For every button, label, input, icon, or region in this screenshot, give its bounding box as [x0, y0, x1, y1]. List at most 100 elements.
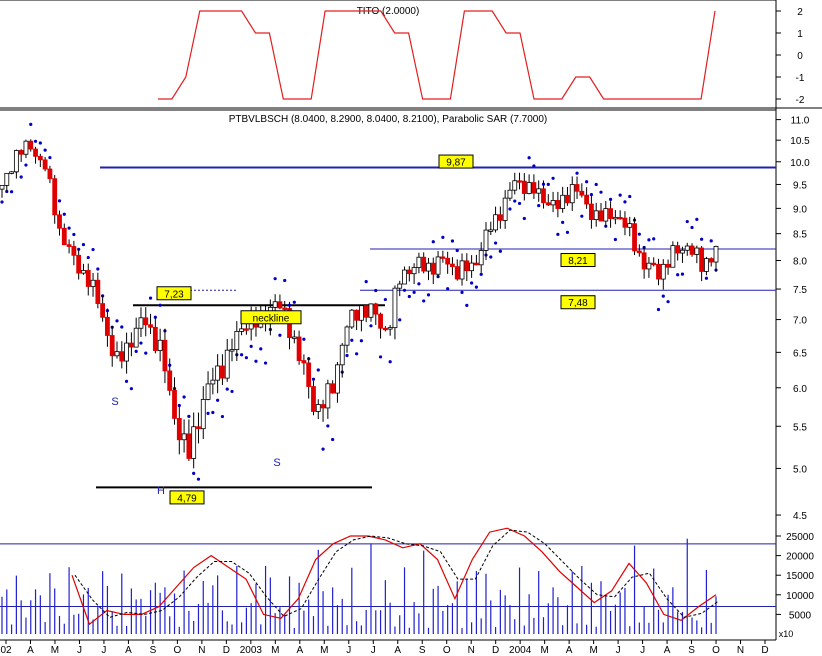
candle-body [28, 140, 34, 150]
sar-dot [608, 197, 613, 201]
sar-dot [129, 387, 133, 391]
candle-body [200, 399, 206, 430]
candle-body [579, 190, 585, 196]
candle-body [124, 342, 129, 362]
candle-body [426, 262, 431, 272]
candle-body [421, 256, 427, 272]
sar-dot [29, 122, 33, 126]
sar-dot [498, 249, 502, 253]
sar-dot [81, 243, 86, 247]
sar-dot [479, 272, 483, 276]
x-tick-label: O [712, 645, 720, 656]
candle-body [670, 245, 676, 268]
sar-dot [565, 230, 570, 235]
candle-body [152, 326, 158, 351]
x-tick-label: A [566, 645, 573, 656]
sar-dot [680, 272, 685, 276]
price-tick-label: 6.0 [793, 384, 807, 395]
candle-body [119, 351, 125, 362]
price-tick-label: 9.5 [793, 180, 807, 191]
sar-dot [599, 190, 603, 194]
candle-body [57, 214, 62, 229]
candle-body [296, 336, 302, 361]
sar-dot [244, 356, 248, 360]
candle-body [76, 254, 82, 274]
sar-dot [345, 353, 349, 358]
volume-tick-label: 25000 [786, 532, 814, 543]
candle-body [646, 262, 652, 270]
tito-tick-label: 1 [797, 29, 803, 40]
x-tick-label: N [737, 645, 744, 656]
sar-dot [402, 288, 407, 292]
candle-body [114, 351, 120, 357]
sar-dot [489, 255, 493, 259]
candle-body [507, 189, 513, 199]
candle-body [301, 360, 307, 364]
sar-dot [532, 164, 536, 168]
candle-body [488, 229, 494, 232]
volume-bars [1, 538, 717, 634]
sar-dot [316, 368, 320, 372]
chart-frame [0, 0, 822, 641]
candle-body [282, 307, 288, 310]
sar-dot [652, 237, 656, 241]
tito-tick-label: 0 [797, 51, 803, 62]
sar-dot [62, 212, 66, 216]
sar-dot [407, 294, 411, 299]
candle-body [95, 279, 101, 304]
sar-dot [628, 194, 632, 199]
sar-dot [446, 287, 450, 291]
sar-dot [359, 339, 363, 343]
x-tick-label: N [468, 645, 475, 656]
tito-line [158, 10, 716, 100]
candle-body [325, 383, 331, 409]
sar-dot [211, 410, 215, 415]
price-tick-label: 10.5 [790, 136, 810, 147]
candle-body [589, 203, 594, 221]
sar-dot [412, 290, 416, 294]
sar-dot [249, 344, 253, 348]
sar-dot [460, 290, 464, 294]
sar-dot [321, 447, 325, 451]
candle-body [612, 216, 618, 220]
candle-body [584, 194, 590, 205]
candle-body [109, 335, 115, 357]
candle-body [291, 336, 297, 339]
candle-body [382, 327, 388, 331]
candle-body [143, 317, 149, 326]
sar-dot [546, 182, 550, 186]
candle-body [397, 283, 403, 289]
label-shoulder-right: S [273, 457, 280, 469]
candle-body [172, 390, 177, 419]
oscillator-line [71, 527, 717, 626]
sar-dot [431, 240, 435, 244]
candle-body [521, 180, 527, 194]
candle-body [81, 270, 86, 274]
candle-body [320, 404, 326, 409]
pattern-annotations: 9,87 8,21 7,48 7,23 neckline 4,79 S S H [111, 154, 596, 505]
candle-body [71, 246, 77, 256]
x-tick-label: A [394, 645, 401, 656]
candle-body [555, 200, 561, 209]
candle-body [52, 178, 58, 216]
sar-dot [465, 303, 469, 307]
x-tick-label: S [419, 645, 426, 656]
oscillator-signal-line [74, 529, 720, 618]
candle-body [387, 327, 393, 330]
sar-dot [72, 232, 76, 237]
price-tick-label: 6.5 [793, 348, 807, 359]
sar-dot [580, 214, 584, 218]
candle-body [272, 301, 278, 308]
candle-body [680, 249, 685, 254]
candle-body [37, 155, 43, 161]
candle-body [622, 217, 628, 228]
candle-body [704, 258, 709, 272]
x-tick-label: 02 [0, 645, 12, 656]
candle-body [651, 262, 657, 266]
candle-body [569, 184, 575, 204]
sar-dot [613, 237, 617, 242]
sar-dot [513, 199, 517, 203]
sar-dot [589, 193, 594, 197]
price-tick-label: 4.5 [793, 511, 807, 522]
candle-body [277, 301, 283, 309]
